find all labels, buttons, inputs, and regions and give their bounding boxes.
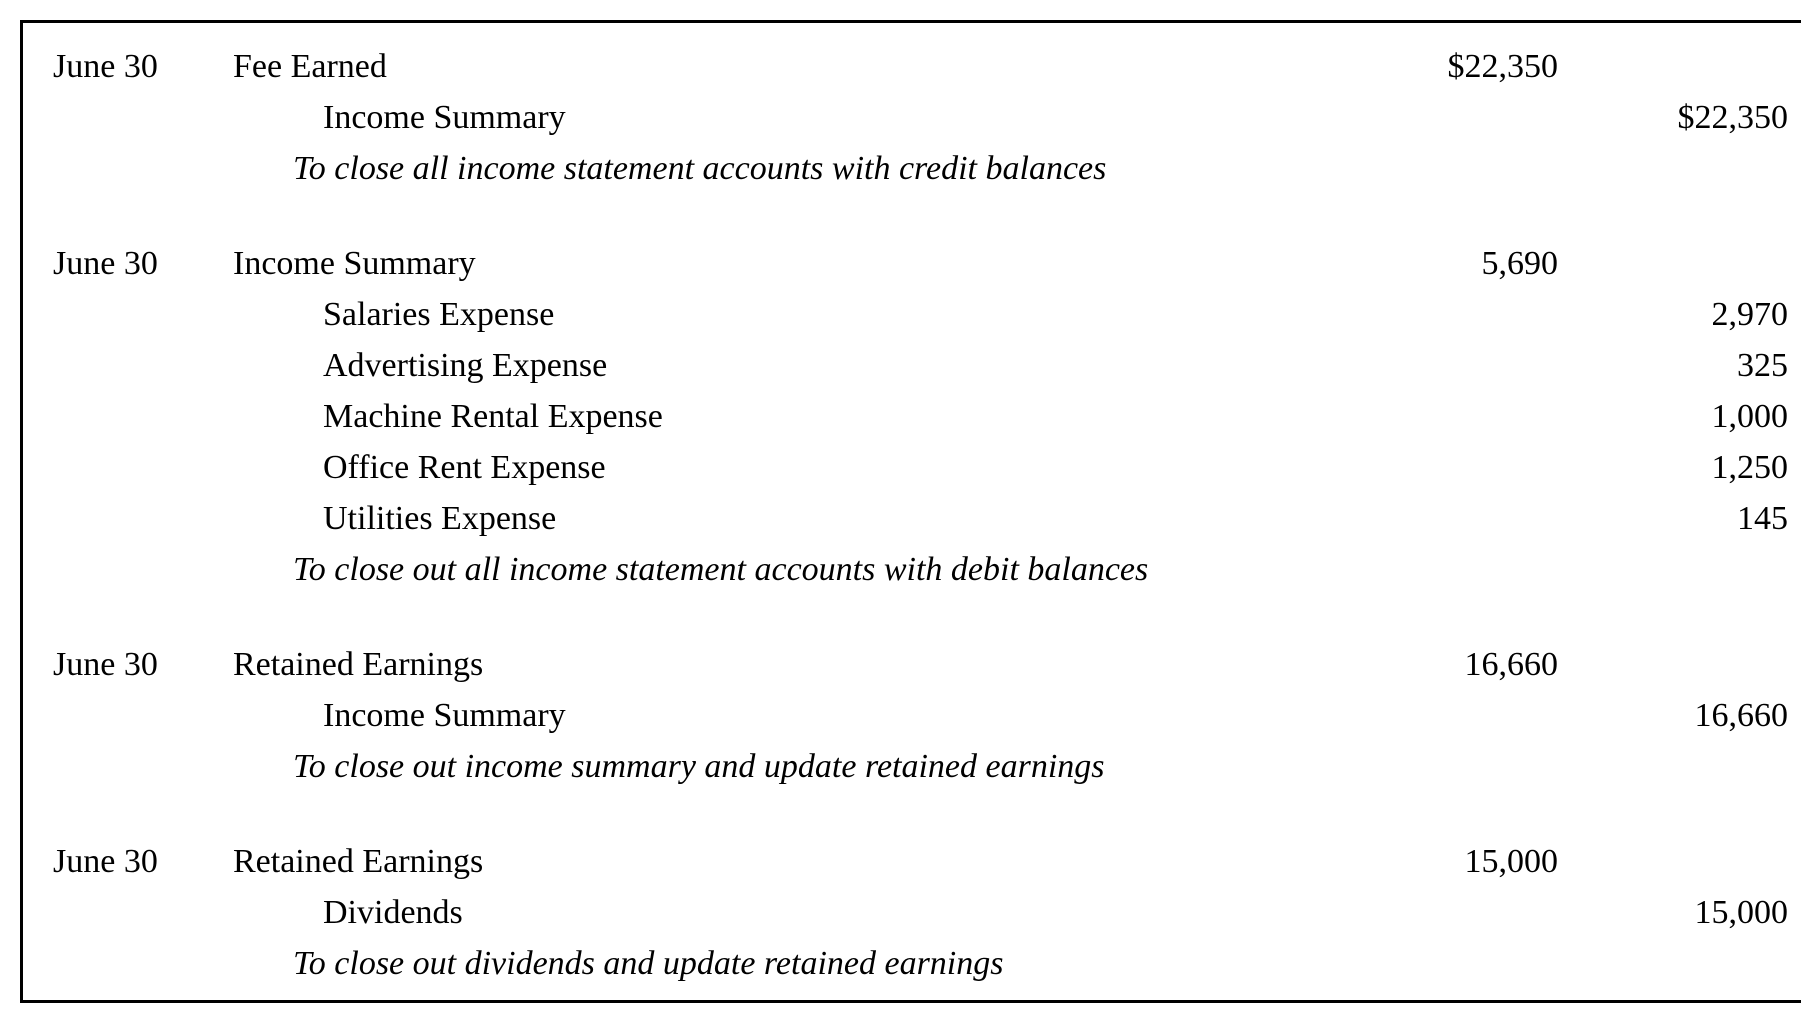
- journal-line: Office Rent Expense 1,250: [53, 442, 1788, 493]
- credit-amount: 1,000: [1588, 391, 1788, 442]
- credit-amount: 2,970: [1588, 289, 1788, 340]
- journal-explanation: To close all income statement accounts w…: [53, 143, 1788, 194]
- credit-amount: 1,250: [1588, 442, 1788, 493]
- entry-date: June 30: [53, 238, 233, 289]
- credit-amount: 145: [1588, 493, 1788, 544]
- account-name: Fee Earned: [233, 41, 1388, 92]
- account-name: Office Rent Expense: [233, 442, 1388, 493]
- journal-line: Income Summary 16,660: [53, 690, 1788, 741]
- journal-line: Advertising Expense 325: [53, 340, 1788, 391]
- debit-amount: 5,690: [1388, 238, 1588, 289]
- journal-line: Machine Rental Expense 1,000: [53, 391, 1788, 442]
- account-name: Income Summary: [233, 690, 1388, 741]
- account-name: Salaries Expense: [233, 289, 1388, 340]
- journal-entry: June 30 Income Summary 5,690 Salaries Ex…: [53, 238, 1788, 595]
- journal-line: Dividends 15,000: [53, 887, 1788, 938]
- journal-entries-container: June 30 Fee Earned $22,350 Income Summar…: [20, 20, 1801, 1003]
- journal-explanation: To close out income summary and update r…: [53, 741, 1788, 792]
- debit-amount: 15,000: [1388, 836, 1588, 887]
- journal-line: June 30 Retained Earnings 15,000: [53, 836, 1788, 887]
- credit-amount: 15,000: [1588, 887, 1788, 938]
- journal-entry: June 30 Retained Earnings 15,000 Dividen…: [53, 836, 1788, 989]
- debit-amount: 16,660: [1388, 639, 1588, 690]
- entry-date: June 30: [53, 41, 233, 92]
- credit-amount: 16,660: [1588, 690, 1788, 741]
- journal-line: Income Summary $22,350: [53, 92, 1788, 143]
- account-name: Machine Rental Expense: [233, 391, 1388, 442]
- journal-line: Utilities Expense 145: [53, 493, 1788, 544]
- journal-explanation: To close out all income statement accoun…: [53, 544, 1788, 595]
- journal-line: Salaries Expense 2,970: [53, 289, 1788, 340]
- explanation-text: To close all income statement accounts w…: [233, 143, 1388, 194]
- account-name: Retained Earnings: [233, 836, 1388, 887]
- account-name: Dividends: [233, 887, 1388, 938]
- journal-line: June 30 Fee Earned $22,350: [53, 41, 1788, 92]
- entry-date: June 30: [53, 639, 233, 690]
- account-name: Advertising Expense: [233, 340, 1388, 391]
- journal-entry: June 30 Fee Earned $22,350 Income Summar…: [53, 41, 1788, 194]
- journal-line: June 30 Retained Earnings 16,660: [53, 639, 1788, 690]
- journal-explanation: To close out dividends and update retain…: [53, 938, 1788, 989]
- credit-amount: 325: [1588, 340, 1788, 391]
- entry-date: June 30: [53, 836, 233, 887]
- account-name: Utilities Expense: [233, 493, 1388, 544]
- journal-entry: June 30 Retained Earnings 16,660 Income …: [53, 639, 1788, 792]
- explanation-text: To close out income summary and update r…: [233, 741, 1388, 792]
- debit-amount: $22,350: [1388, 41, 1588, 92]
- explanation-text: To close out all income statement accoun…: [233, 544, 1388, 595]
- explanation-text: To close out dividends and update retain…: [233, 938, 1388, 989]
- account-name: Income Summary: [233, 238, 1388, 289]
- account-name: Retained Earnings: [233, 639, 1388, 690]
- account-name: Income Summary: [233, 92, 1388, 143]
- credit-amount: $22,350: [1588, 92, 1788, 143]
- journal-line: June 30 Income Summary 5,690: [53, 238, 1788, 289]
